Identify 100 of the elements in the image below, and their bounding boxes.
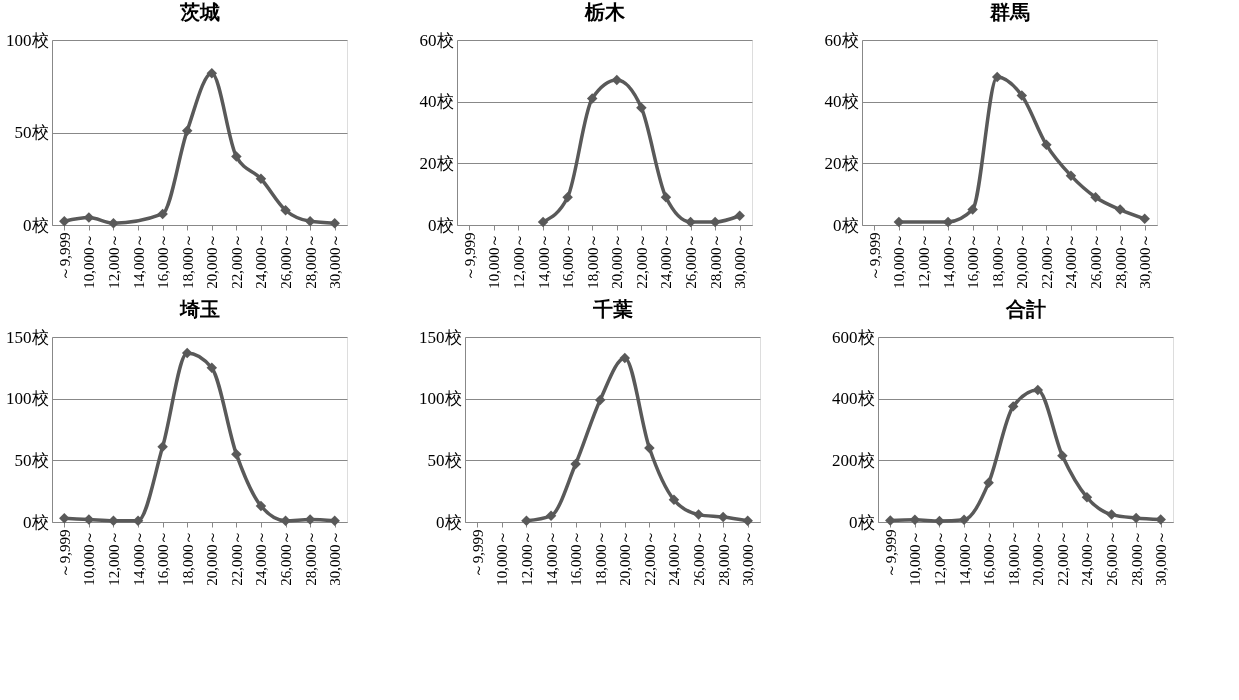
point <box>108 217 119 229</box>
x-tick-label: 20,000～ <box>617 529 634 586</box>
x-tick-label: 12,000～ <box>518 529 535 586</box>
point <box>693 509 704 520</box>
point <box>206 68 218 79</box>
x-tick-label: 12,000～ <box>510 232 527 289</box>
point <box>157 208 168 220</box>
x-tick-label: 30,000～ <box>327 529 344 586</box>
x-tick-label: 10,000～ <box>494 529 511 586</box>
point <box>668 494 680 506</box>
point <box>1081 492 1093 503</box>
x-tick-label: 12,000～ <box>105 232 122 289</box>
x-tick-label: 30,000～ <box>1137 232 1154 289</box>
y-tick-label: 50校 <box>14 450 49 470</box>
y-tick-label: 60校 <box>824 30 859 50</box>
x-tick-label: 28,000～ <box>302 232 319 289</box>
y-tick-label: 0校 <box>849 512 875 532</box>
x-tick-label: 12,000～ <box>915 232 932 289</box>
x-tick-label: 10,000～ <box>486 232 503 289</box>
point <box>644 442 655 454</box>
x-tick-label: 18,000～ <box>1005 529 1022 586</box>
x-tick-label: 28,000～ <box>707 232 724 289</box>
x-tick-label: 12,000～ <box>931 529 948 586</box>
x-tick-label: ～9,999 <box>56 529 73 579</box>
y-tick-label: 150校 <box>419 327 462 347</box>
x-tick-label: 28,000～ <box>302 529 319 586</box>
x-tick-label: 20,000～ <box>1030 529 1047 586</box>
point <box>255 173 267 184</box>
x-tick-label: 26,000～ <box>278 529 295 586</box>
x-tick-label: 16,000～ <box>155 232 172 289</box>
x-tick-label: ～9,999 <box>882 529 899 579</box>
chart-title: 千葉 <box>591 297 633 321</box>
point <box>537 216 549 228</box>
x-tick-label: 30,000～ <box>740 529 757 586</box>
point <box>967 204 978 215</box>
point <box>636 102 647 114</box>
x-tick-label: 22,000～ <box>228 529 245 586</box>
point <box>181 125 193 136</box>
point <box>181 347 193 359</box>
y-tick-label: 50校 <box>427 450 462 470</box>
point <box>59 216 70 227</box>
point <box>1139 213 1150 225</box>
x-tick-label: 14,000～ <box>130 232 147 289</box>
x-tick-label: 24,000～ <box>658 232 675 289</box>
point <box>586 93 598 104</box>
y-tick-label: 100校 <box>6 389 49 409</box>
x-tick-label: ～9,999 <box>469 529 486 579</box>
point <box>660 192 672 203</box>
x-tick-label: 28,000～ <box>715 529 732 586</box>
y-tick-label: 40校 <box>419 92 454 112</box>
x-tick-label: 16,000～ <box>981 529 998 586</box>
y-tick-label: 50校 <box>14 123 49 142</box>
point <box>983 477 994 489</box>
y-tick-label: 0校 <box>428 215 454 235</box>
x-tick-label: 24,000～ <box>1063 232 1080 289</box>
x-tick-label: 26,000～ <box>691 529 708 586</box>
x-tick-label: ～9,999 <box>461 232 478 282</box>
x-tick-label: 14,000～ <box>535 232 552 289</box>
x-tick-label: 30,000～ <box>1153 529 1170 586</box>
y-tick-label: 0校 <box>23 512 49 532</box>
x-tick-label: 26,000～ <box>683 232 700 289</box>
x-tick-label: 24,000～ <box>666 529 683 586</box>
point <box>611 74 623 86</box>
y-tick-label: 600校 <box>832 327 875 347</box>
x-tick-label: 14,000～ <box>130 529 147 586</box>
point <box>685 216 696 228</box>
point <box>255 500 267 512</box>
point <box>734 210 745 221</box>
point <box>562 192 573 203</box>
x-tick-label: 26,000～ <box>1104 529 1121 586</box>
x-tick-label: 10,000～ <box>907 529 924 586</box>
x-tick-label: 10,000～ <box>81 232 98 289</box>
y-tick-label: 150校 <box>6 327 49 347</box>
point <box>206 362 218 374</box>
point <box>157 441 168 453</box>
point <box>1114 204 1126 215</box>
point <box>1057 450 1068 461</box>
point <box>329 217 340 229</box>
point <box>231 448 242 460</box>
y-tick-label: 0校 <box>833 215 859 235</box>
chart-title: 群馬 <box>988 0 1030 24</box>
point <box>280 204 291 216</box>
chart-title: 合計 <box>1004 297 1046 321</box>
x-tick-label: 26,000～ <box>1088 232 1105 289</box>
point <box>1090 192 1101 203</box>
y-tick-label: 40校 <box>824 92 859 112</box>
chart-title: 埼玉 <box>178 297 220 321</box>
x-tick-label: 30,000～ <box>327 232 344 289</box>
x-tick-label: 18,000～ <box>179 232 196 289</box>
x-tick-label: 16,000～ <box>965 232 982 289</box>
x-tick-label: 10,000～ <box>81 529 98 586</box>
x-tick-label: 28,000～ <box>1128 529 1145 586</box>
x-tick-label: 16,000～ <box>560 232 577 289</box>
x-tick-label: 24,000～ <box>253 232 270 289</box>
point <box>1032 384 1044 396</box>
x-tick-label: 16,000～ <box>568 529 585 586</box>
point <box>1016 90 1028 101</box>
x-tick-label: 12,000～ <box>105 529 122 586</box>
x-tick-label: 10,000～ <box>891 232 908 289</box>
x-tick-label: 24,000～ <box>1079 529 1096 586</box>
